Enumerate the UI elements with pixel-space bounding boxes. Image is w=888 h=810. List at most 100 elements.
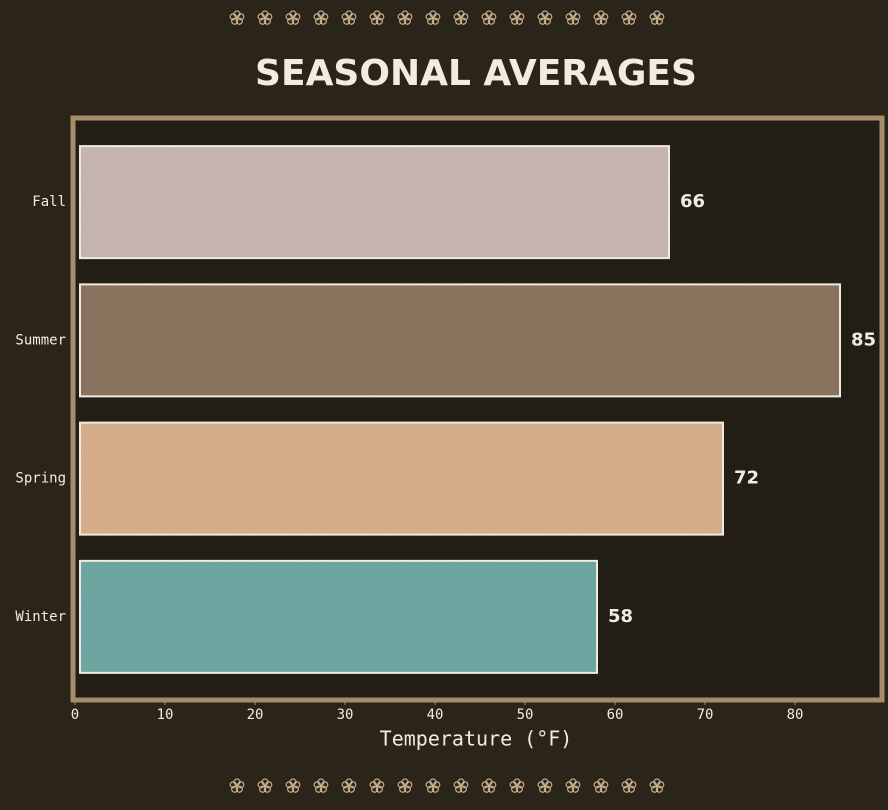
ornament-center — [263, 784, 267, 788]
ornament-center — [543, 16, 547, 20]
ornament-petal — [595, 17, 603, 25]
ornament-petal — [319, 785, 327, 793]
x-tick-label: 10 — [157, 707, 174, 723]
ornament-petal — [287, 785, 295, 793]
ornaments — [229, 10, 665, 793]
ornament-center — [515, 784, 519, 788]
ornament-petal — [543, 17, 551, 25]
ornament-petal — [287, 17, 295, 25]
ornament-petal — [375, 17, 383, 25]
ornament-petal — [459, 17, 467, 25]
ornament-petal — [455, 17, 463, 25]
ornament-petal — [487, 785, 495, 793]
ornament-petal — [347, 17, 355, 25]
ornament-center — [459, 16, 463, 20]
ornament-petal — [515, 785, 523, 793]
ornament-petal — [399, 17, 407, 25]
ornament-petal — [511, 17, 519, 25]
ornament-center — [431, 16, 435, 20]
ornament-petal — [371, 17, 379, 25]
bar — [79, 145, 670, 260]
y-tick-label: Fall — [32, 194, 66, 210]
ornament-petal — [399, 785, 407, 793]
ornament-petal — [487, 17, 495, 25]
chart-title: SEASONAL AVERAGES — [255, 53, 697, 94]
ornament-petal — [259, 785, 267, 793]
x-tick-label: 80 — [787, 707, 804, 723]
ornament-petal — [231, 17, 239, 25]
ornament-petal — [347, 785, 355, 793]
x-tick-label: 70 — [697, 707, 714, 723]
ornament-petal — [651, 17, 659, 25]
ornament-petal — [371, 785, 379, 793]
ornament-petal — [595, 785, 603, 793]
ornament-center — [431, 784, 435, 788]
ornament-center — [375, 784, 379, 788]
ornament-petal — [259, 17, 267, 25]
ornament-center — [655, 784, 659, 788]
ornament-center — [263, 16, 267, 20]
ornament-petal — [567, 785, 575, 793]
ornament-petal — [319, 17, 327, 25]
value-label: 66 — [680, 191, 705, 212]
bar — [79, 559, 598, 674]
ornament-center — [375, 16, 379, 20]
ornament-petal — [315, 785, 323, 793]
ornament-petal — [539, 785, 547, 793]
x-tick-label: 40 — [427, 707, 444, 723]
y-tick-label: Spring — [15, 471, 66, 487]
x-tick-label: 60 — [607, 707, 624, 723]
bar — [79, 421, 724, 536]
ornament-petal — [231, 785, 239, 793]
ornament-petal — [375, 785, 383, 793]
value-label: 85 — [851, 329, 876, 350]
ornament-petal — [623, 785, 631, 793]
ornament-petal — [511, 785, 519, 793]
ornament-petal — [263, 785, 271, 793]
ornament-petal — [623, 17, 631, 25]
ornament-center — [291, 16, 295, 20]
ornament-center — [515, 16, 519, 20]
ornament-petal — [599, 17, 607, 25]
ornament-center — [235, 784, 239, 788]
ornament-petal — [427, 17, 435, 25]
ornament-center — [319, 784, 323, 788]
x-tick-label: 0 — [71, 707, 79, 723]
bar — [79, 283, 841, 398]
value-label: 58 — [608, 606, 633, 627]
ornament-petal — [403, 17, 411, 25]
ornament-petal — [431, 785, 439, 793]
ornament-petal — [483, 17, 491, 25]
ornament-center — [403, 16, 407, 20]
ornament-petal — [459, 785, 467, 793]
ornament-center — [347, 16, 351, 20]
ornament-center — [403, 784, 407, 788]
ornament-petal — [571, 17, 579, 25]
x-tick-label: 20 — [247, 707, 264, 723]
ornament-center — [599, 784, 603, 788]
ornament-center — [319, 16, 323, 20]
ornament-center — [599, 16, 603, 20]
x-tick-label: 30 — [337, 707, 354, 723]
y-tick-label: Summer — [15, 332, 66, 348]
ornament-petal — [431, 17, 439, 25]
ornament-center — [627, 16, 631, 20]
ornament-petal — [291, 785, 299, 793]
ornament-petal — [539, 17, 547, 25]
ornament-petal — [343, 17, 351, 25]
ornament-center — [655, 16, 659, 20]
ornament-center — [291, 784, 295, 788]
ornament-petal — [655, 785, 663, 793]
ornament-petal — [599, 785, 607, 793]
ornament-center — [571, 16, 575, 20]
ornament-petal — [263, 17, 271, 25]
ornament-petal — [515, 17, 523, 25]
ornament-petal — [235, 17, 243, 25]
ornament-petal — [627, 17, 635, 25]
ornament-petal — [543, 785, 551, 793]
ornament-center — [487, 784, 491, 788]
value-label: 72 — [734, 468, 759, 489]
ornament-center — [543, 784, 547, 788]
ornament-petal — [651, 785, 659, 793]
ornament-petal — [571, 785, 579, 793]
